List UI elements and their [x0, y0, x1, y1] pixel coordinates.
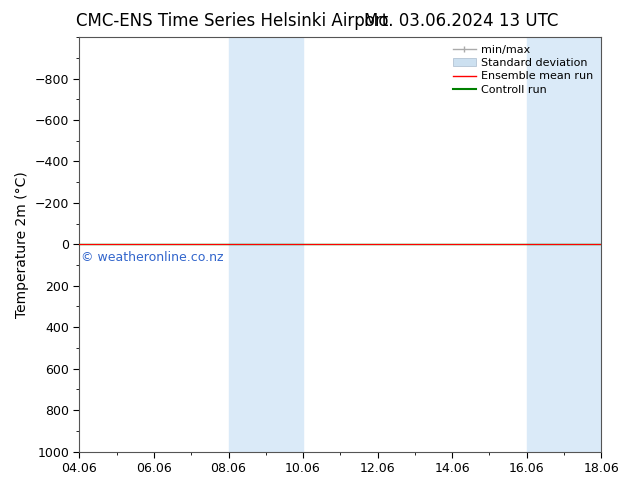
Text: CMC-ENS Time Series Helsinki Airport: CMC-ENS Time Series Helsinki Airport: [76, 12, 389, 30]
Y-axis label: Temperature 2m (°C): Temperature 2m (°C): [15, 171, 29, 318]
Text: © weatheronline.co.nz: © weatheronline.co.nz: [81, 250, 224, 264]
Bar: [527, 37, 601, 452]
Bar: [228, 37, 303, 452]
Legend: min/max, Standard deviation, Ensemble mean run, Controll run: min/max, Standard deviation, Ensemble me…: [449, 40, 598, 99]
Text: Mo. 03.06.2024 13 UTC: Mo. 03.06.2024 13 UTC: [363, 12, 558, 30]
